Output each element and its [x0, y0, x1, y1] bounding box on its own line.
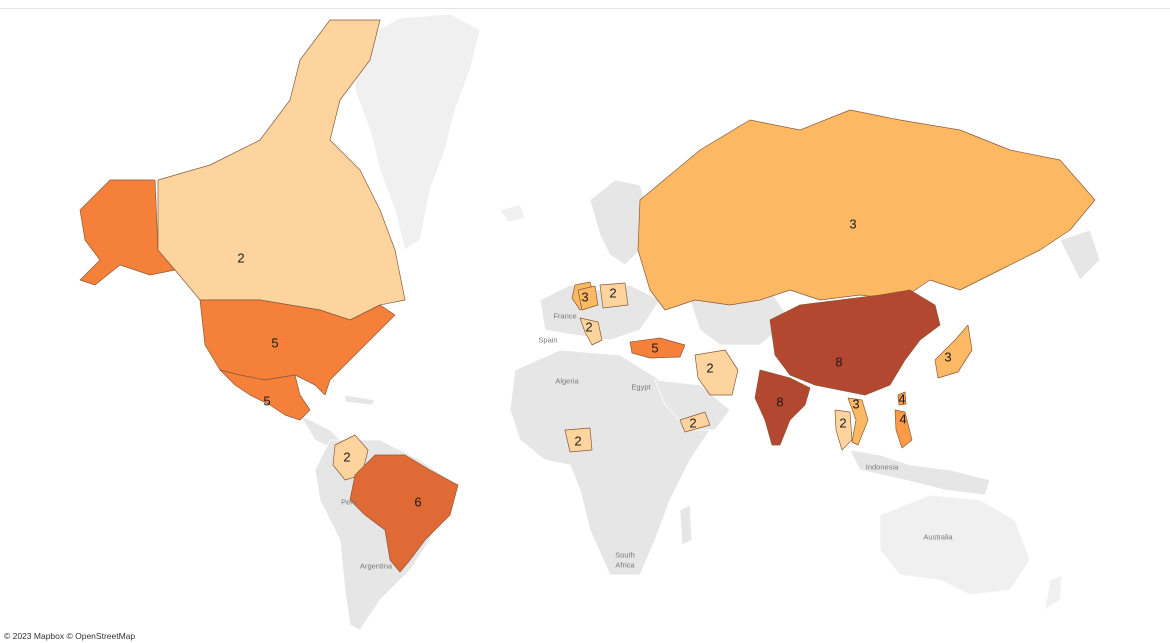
count-turkey: 5 — [651, 341, 658, 356]
country-nigeria[interactable] — [564, 427, 593, 453]
greenland — [354, 13, 481, 251]
count-vietnam: 3 — [852, 397, 859, 412]
country-alaska[interactable] — [79, 179, 176, 286]
world-map[interactable]: France Spain Algeria Egypt Peru Argentin… — [0, 9, 1170, 643]
label-south-africa-2: Africa — [615, 561, 635, 570]
country-iran[interactable] — [694, 349, 739, 396]
country-china[interactable] — [769, 289, 941, 396]
title-bar — [0, 0, 1170, 9]
count-canada: 2 — [237, 251, 244, 266]
country-mexico[interactable] — [219, 369, 311, 421]
africa — [509, 349, 711, 576]
count-brazil: 6 — [414, 495, 421, 510]
map-attribution[interactable]: © 2023 Mapbox © OpenStreetMap — [4, 631, 136, 641]
count-japan: 3 — [944, 350, 951, 365]
count-germany: 3 — [581, 290, 588, 305]
count-philippines: 4 — [899, 412, 906, 427]
label-argentina: Argentina — [360, 562, 393, 571]
country-thailand[interactable] — [834, 409, 853, 451]
map-canvas[interactable]: France Spain Algeria Egypt Peru Argentin… — [0, 9, 1170, 643]
label-south-africa-1: South — [615, 551, 635, 560]
iceland — [499, 204, 526, 223]
label-france: France — [553, 312, 576, 321]
country-brazil[interactable] — [349, 454, 459, 573]
label-egypt: Egypt — [631, 383, 651, 392]
count-russia: 3 — [849, 217, 856, 232]
label-australia: Australia — [923, 533, 953, 542]
country-vietnam[interactable] — [847, 397, 869, 446]
label-indonesia: Indonesia — [866, 463, 899, 472]
country-india[interactable] — [754, 369, 811, 446]
australia — [879, 494, 1031, 596]
country-germany[interactable] — [577, 285, 599, 311]
place-labels: France Spain Algeria Egypt Peru Argentin… — [341, 312, 953, 571]
count-india: 8 — [776, 395, 783, 410]
label-peru: Peru — [341, 498, 357, 507]
choropleth-countries — [79, 19, 1096, 573]
label-algeria: Algeria — [555, 377, 579, 386]
count-china: 8 — [835, 355, 842, 370]
country-poland[interactable] — [599, 282, 629, 309]
indonesia — [849, 449, 991, 496]
count-taiwan: 4 — [898, 392, 905, 407]
count-yemen: 2 — [689, 416, 696, 431]
label-spain: Spain — [538, 336, 557, 345]
count-colombia: 2 — [343, 450, 350, 465]
country-italy[interactable] — [579, 317, 603, 346]
country-philippines[interactable] — [894, 409, 913, 449]
count-united-states: 5 — [271, 336, 278, 351]
count-mexico: 5 — [263, 394, 270, 409]
count-iran: 2 — [706, 361, 713, 376]
country-turkey[interactable] — [629, 337, 686, 359]
count-italy: 2 — [585, 320, 592, 335]
count-thailand: 2 — [839, 416, 846, 431]
count-nigeria: 2 — [574, 434, 581, 449]
country-taiwan[interactable] — [897, 391, 907, 406]
country-yemen[interactable] — [679, 411, 711, 433]
country-russia[interactable] — [637, 109, 1096, 311]
country-japan[interactable] — [934, 324, 973, 379]
country-united-states[interactable] — [199, 299, 396, 396]
count-poland: 2 — [609, 286, 616, 301]
count-labels: 2 5 5 2 6 3 2 2 5 2 2 2 3 8 8 3 4 3 2 4 — [237, 217, 951, 510]
